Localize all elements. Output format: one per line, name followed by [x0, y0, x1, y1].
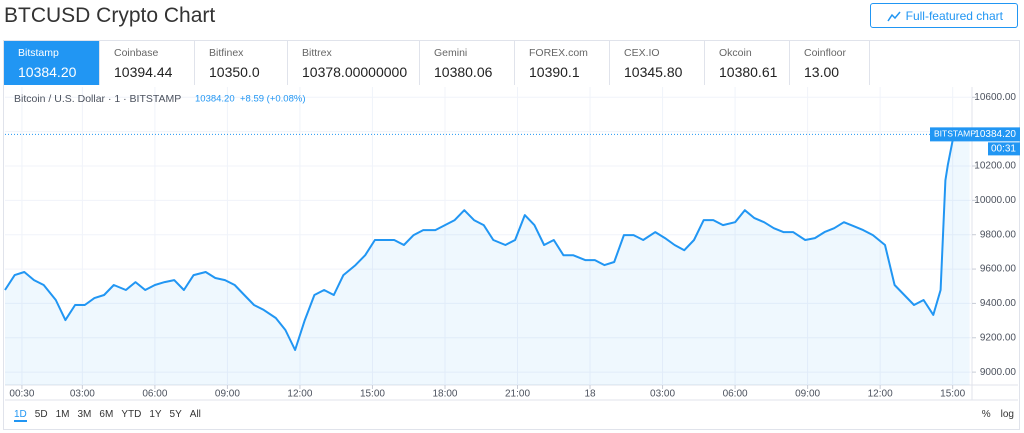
exchange-name: Bitfinex — [209, 47, 244, 59]
exchange-tab[interactable]: Okcoin 10380.61 — [705, 41, 790, 85]
range-button[interactable]: 1M — [55, 409, 70, 420]
range-button[interactable]: 5D — [34, 409, 48, 420]
exchange-tabs: Bitstamp 10384.20 Coinbase 10394.44 Bitfinex… — [4, 41, 870, 85]
exchange-price: 10345.80 — [624, 64, 683, 80]
exchange-name: Bittrex — [302, 47, 332, 59]
title: BTCUSD Crypto Chart — [4, 4, 216, 27]
range-button[interactable]: 3M — [77, 409, 92, 420]
range-button[interactable]: All — [189, 409, 201, 420]
exchange-name: Gemini — [434, 47, 468, 59]
exchange-name: Coinfloor — [804, 47, 847, 59]
range-button[interactable]: 5Y — [169, 409, 182, 420]
chart-icon — [887, 11, 901, 22]
exchange-price: 13.00 — [804, 64, 840, 80]
exchange-tab[interactable]: Bitstamp 10384.20 — [4, 41, 100, 85]
exchange-tab[interactable]: Bittrex 10378.00000000 — [288, 41, 420, 85]
exchange-price: 10350.0 — [209, 64, 260, 80]
exchange-name: Bitstamp — [18, 47, 59, 59]
exchange-price: 10380.06 — [434, 64, 493, 80]
button-label: Full-featured chart — [905, 9, 1003, 23]
exchange-tab[interactable]: Gemini 10380.06 — [420, 41, 515, 85]
scale-option[interactable]: % — [981, 409, 991, 420]
exchange-tab[interactable]: FOREX.com 10390.1 — [515, 41, 610, 85]
range-button[interactable]: 1Y — [149, 409, 162, 420]
exchange-name: Coinbase — [114, 47, 159, 59]
scale-options: % log — [972, 409, 1014, 420]
exchange-price: 10384.20 — [18, 64, 77, 80]
exchange-price: 10390.1 — [529, 64, 580, 80]
range-button[interactable]: 6M — [99, 409, 114, 420]
scale-option[interactable]: log — [1000, 409, 1014, 420]
exchange-tab[interactable]: CEX.IO 10345.80 — [610, 41, 705, 85]
widget — [3, 40, 1020, 430]
range-button[interactable]: 1D — [14, 409, 27, 422]
range-button[interactable]: YTD — [121, 409, 142, 420]
exchange-name: CEX.IO — [624, 47, 660, 59]
exchange-price: 10378.00000000 — [302, 64, 408, 80]
exchange-price: 10380.61 — [719, 64, 778, 80]
range-bar: 1D 5D 1M 3M 6M YTD 1Y 5Y All — [14, 409, 209, 422]
full-chart-button[interactable]: Full-featured chart — [870, 3, 1018, 28]
exchange-tab[interactable]: Bitfinex 10350.0 — [195, 41, 288, 85]
exchange-price: 10394.44 — [114, 64, 173, 80]
exchange-name: FOREX.com — [529, 47, 588, 59]
exchange-tab[interactable]: Coinbase 10394.44 — [100, 41, 195, 85]
exchange-tab[interactable]: Coinfloor 13.00 — [790, 41, 870, 85]
exchange-name: Okcoin — [719, 47, 752, 59]
